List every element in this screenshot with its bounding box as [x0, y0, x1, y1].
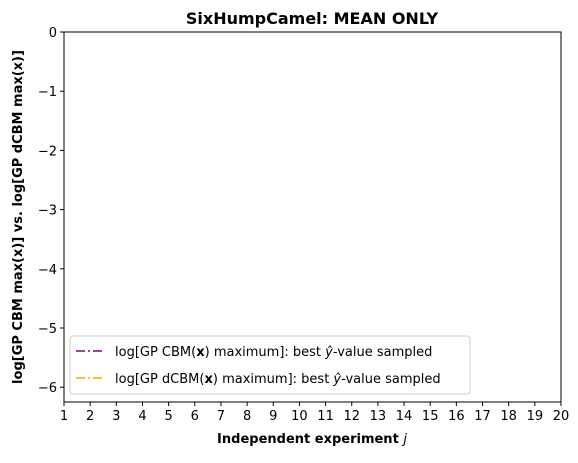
- y-tick-label: −5: [38, 322, 57, 337]
- y-tick-label: −3: [38, 204, 57, 219]
- x-tick-label: 1: [60, 409, 68, 424]
- x-tick-label: 19: [527, 409, 544, 424]
- y-axis-label: log[GP CBM max(x)] vs. log[GP dCBM max(x…: [11, 50, 26, 384]
- x-tick-label: 10: [291, 409, 308, 424]
- x-tick-label: 20: [553, 409, 570, 424]
- y-tick-label: −6: [38, 381, 57, 396]
- x-tick-label: 17: [474, 409, 491, 424]
- y-tick-label: −2: [38, 144, 57, 159]
- x-tick-label: 16: [448, 409, 465, 424]
- x-axis-label-var: j: [401, 432, 407, 447]
- chart-title: SixHumpCamel: MEAN ONLY: [186, 9, 439, 28]
- x-tick-label: 14: [396, 409, 413, 424]
- x-tick-label: 13: [370, 409, 387, 424]
- legend-label-cbm: log[GP CBM(x) maximum]: best ŷ-value sam…: [115, 345, 432, 360]
- x-axis-label-main: Independent experiment: [217, 432, 403, 447]
- x-tick-label: 2: [86, 409, 94, 424]
- x-axis-label: Independent experiment j: [217, 432, 407, 447]
- x-tick-label: 6: [191, 409, 199, 424]
- y-tick-label: 0: [49, 26, 57, 41]
- y-tick-label: −4: [38, 263, 57, 278]
- legend-label-dcbm: log[GP dCBM(x) maximum]: best ŷ-value sa…: [115, 372, 441, 387]
- x-axis: 1 2 3 4 5 6 7 8 9 10 11 12 13 14 15 16 17 18 19 20: [60, 402, 569, 424]
- x-tick-label: 18: [500, 409, 517, 424]
- x-tick-label: 12: [343, 409, 360, 424]
- y-axis: 0 −1 −2 −3 −4 −5 −6: [38, 26, 64, 396]
- legend: log[GP CBM(x) maximum]: best ŷ-value sam…: [69, 335, 471, 395]
- y-tick-label: −1: [38, 85, 57, 100]
- x-tick-label: 11: [317, 409, 334, 424]
- x-tick-label: 3: [112, 409, 120, 424]
- x-tick-label: 15: [422, 409, 439, 424]
- legend-box: [69, 335, 471, 395]
- x-tick-label: 9: [269, 409, 277, 424]
- x-tick-label: 4: [138, 409, 146, 424]
- x-tick-label: 7: [217, 409, 225, 424]
- x-tick-label: 5: [164, 409, 172, 424]
- x-tick-label: 8: [243, 409, 251, 424]
